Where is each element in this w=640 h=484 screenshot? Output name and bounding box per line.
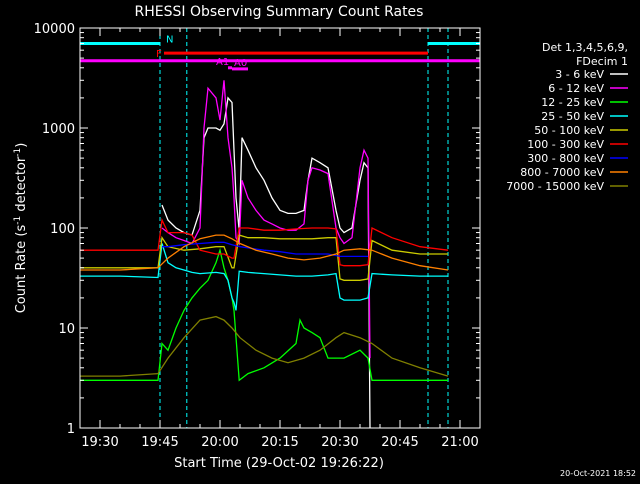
state-label-0: N [166, 34, 173, 45]
series-line-4 [80, 234, 448, 281]
state-label-4: A0 [234, 58, 247, 69]
legend-label-5: 100 - 300 keV [527, 138, 604, 151]
y-tick-label-3: 1000 [42, 122, 75, 137]
legend-label-8: 7000 - 15000 keV [506, 180, 604, 193]
x-tick-label-3: 20:15 [261, 435, 298, 450]
chart-title: RHESSI Observing Summary Count Rates [135, 4, 424, 20]
x-tick-label-0: 19:30 [81, 435, 118, 450]
series-line-2 [80, 247, 448, 382]
legend-label-4: 50 - 100 keV [534, 124, 604, 137]
x-axis-label: Start Time (29-Oct-02 19:26:22) [174, 456, 384, 471]
legend-label-6: 300 - 800 keV [527, 152, 604, 165]
legend-label-2: 12 - 25 keV [541, 96, 604, 109]
x-tick-label-6: 21:00 [441, 435, 478, 450]
y-tick-label-2: 100 [50, 222, 75, 237]
y-tick-label-1: 10 [58, 322, 75, 337]
x-tick-label-2: 20:00 [201, 435, 238, 450]
legend-label-1: 6 - 12 keV [548, 82, 604, 95]
series-line-1 [161, 80, 371, 359]
footer-timestamp: 20-Oct-2021 18:52 [560, 469, 636, 478]
legend-label-0: 3 - 6 keV [555, 68, 604, 81]
legend-header-1: FDecim 1 [576, 55, 628, 68]
x-tick-label-4: 20:30 [321, 435, 358, 450]
y-tick-label-0: 1 [67, 422, 75, 437]
y-axis-label: Count Rate (s-1 detector-1) [13, 143, 29, 314]
series-line-3 [80, 243, 448, 311]
y-tick-label-4: 10000 [34, 22, 75, 37]
legend-label-7: 800 - 7000 keV [520, 166, 604, 179]
legend-header-0: Det 1,3,4,5,6,9, [542, 41, 628, 54]
state-label-3: A1 [216, 57, 229, 68]
series-line-5 [80, 217, 449, 267]
x-tick-label-1: 19:45 [141, 435, 178, 450]
x-tick-label-5: 20:45 [381, 435, 418, 450]
state-label-1: F [156, 49, 162, 60]
series-line-8 [80, 315, 449, 377]
series-line-7 [80, 234, 449, 271]
legend-label-3: 25 - 50 keV [541, 110, 604, 123]
